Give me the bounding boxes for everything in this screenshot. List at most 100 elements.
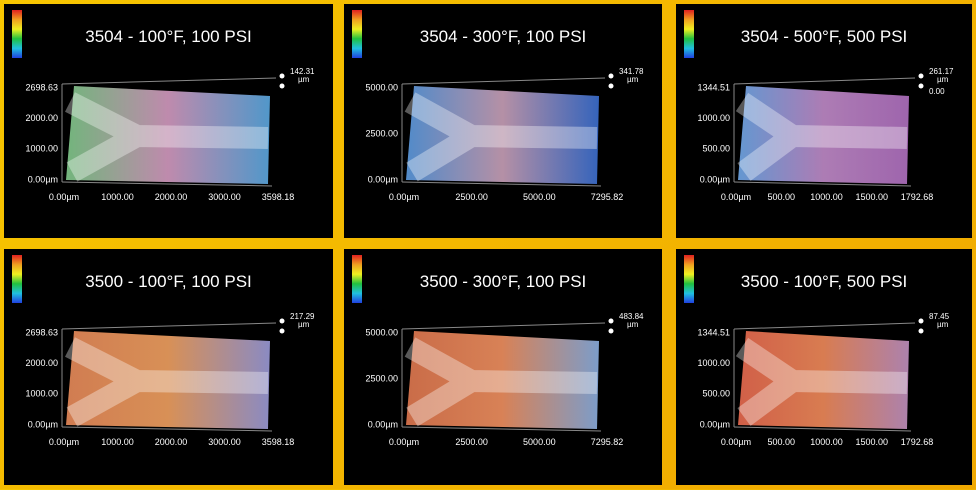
y-axis-label: 1344.51 (697, 82, 730, 92)
y-axis-label: 0.00µm (28, 174, 58, 184)
x-axis-label: 1000.00 (101, 192, 134, 202)
panel: 3500 - 100°F, 500 PSI 1344.51 1000.00 500.0… (676, 249, 972, 485)
y-axis-label: 0.00µm (28, 419, 58, 429)
x-axis-label: 3598.18 (262, 437, 295, 447)
panel: 3500 - 100°F, 100 PSI 2698.63 2000.00 1000.… (4, 249, 333, 485)
panel-title: 3504 - 300°F, 100 PSI (420, 27, 587, 46)
axis (402, 323, 605, 329)
y-axis-label: 1344.51 (697, 327, 730, 337)
color-legend (684, 10, 694, 58)
panel: 3504 - 500°F, 500 PSI 1344.51 1000.00 500.0… (676, 4, 972, 238)
color-legend (352, 10, 362, 58)
x-axis-label: 500.00 (767, 437, 795, 447)
marker (609, 74, 614, 79)
x-axis-label: 2500.00 (455, 192, 488, 202)
color-legend (12, 255, 22, 303)
panel-title: 3504 - 500°F, 500 PSI (741, 27, 908, 46)
z-axis-label: µm (937, 75, 949, 84)
panel-title: 3500 - 300°F, 100 PSI (420, 272, 587, 291)
x-axis-label: 1500.00 (855, 192, 888, 202)
surface-plot: 3504 - 100°F, 100 PSI 2698.63 2000.00 1000.… (4, 4, 333, 238)
z-axis-label: µm (627, 320, 639, 329)
marker (280, 74, 285, 79)
y-axis-label: 5000.00 (365, 327, 398, 337)
y-axis-label: 1000.00 (25, 389, 58, 399)
y-axis-label: 2000.00 (25, 358, 58, 368)
x-axis-label: 1792.68 (901, 437, 934, 447)
color-legend (12, 10, 22, 58)
y-axis-label: 2500.00 (365, 128, 398, 138)
x-axis-label: 5000.00 (523, 437, 556, 447)
panel-title: 3500 - 100°F, 500 PSI (741, 272, 908, 291)
y-axis-label: 2698.63 (25, 82, 58, 92)
marker (919, 329, 924, 334)
x-axis-label: 500.00 (767, 192, 795, 202)
x-axis-label: 3000.00 (208, 192, 241, 202)
marker (280, 329, 285, 334)
axis (734, 323, 915, 329)
color-legend (684, 255, 694, 303)
y-axis-label: 5000.00 (365, 82, 398, 92)
panel: 3504 - 100°F, 100 PSI 2698.63 2000.00 1000.… (4, 4, 333, 238)
y-axis-label: 500.00 (702, 389, 730, 399)
x-axis-label: 0.00µm (721, 192, 751, 202)
axis (734, 78, 915, 84)
y-axis-label: 0.00µm (700, 174, 730, 184)
surface-plot: 3500 - 100°F, 500 PSI 1344.51 1000.00 500.0… (676, 249, 972, 485)
x-axis-label: 0.00µm (721, 437, 751, 447)
x-axis-label: 0.00µm (389, 437, 419, 447)
panel: 3504 - 300°F, 100 PSI 5000.00 2500.00 0.00µ… (344, 4, 662, 238)
y-axis-label: 2698.63 (25, 327, 58, 337)
x-axis-label: 2500.00 (455, 437, 488, 447)
marker (919, 84, 924, 89)
y-axis-label: 0.00µm (368, 419, 398, 429)
z-axis-label: µm (298, 320, 310, 329)
y-axis-label: 1000.00 (25, 144, 58, 154)
x-axis-label: 5000.00 (523, 192, 556, 202)
marker (919, 319, 924, 324)
marker (609, 84, 614, 89)
x-axis-label: 0.00µm (49, 437, 79, 447)
x-axis-label: 3598.18 (262, 192, 295, 202)
x-axis-label: 0.00µm (49, 192, 79, 202)
axis (62, 78, 276, 84)
x-axis-label: 0.00µm (389, 192, 419, 202)
page: 3504 - 100°F, 100 PSI 2698.63 2000.00 1000.… (0, 0, 976, 489)
x-axis-label: 1792.68 (901, 192, 934, 202)
x-axis-label: 2000.00 (155, 437, 188, 447)
x-axis-label: 1000.00 (810, 437, 843, 447)
surface-plot: 3504 - 500°F, 500 PSI 1344.51 1000.00 500.0… (676, 4, 972, 238)
x-axis-label: 1000.00 (101, 437, 134, 447)
axis (62, 323, 276, 329)
surface-plot: 3500 - 300°F, 100 PSI 5000.00 2500.00 0.00µ… (344, 249, 662, 485)
z-axis-label: 0.00 (929, 87, 945, 96)
surface-plot: 3504 - 300°F, 100 PSI 5000.00 2500.00 0.00µ… (344, 4, 662, 238)
y-axis-label: 2000.00 (25, 113, 58, 123)
y-axis-label: 0.00µm (700, 419, 730, 429)
marker (919, 74, 924, 79)
panel-title: 3504 - 100°F, 100 PSI (85, 27, 252, 46)
marker (280, 319, 285, 324)
panel: 3500 - 300°F, 100 PSI 5000.00 2500.00 0.00µ… (344, 249, 662, 485)
marker (609, 319, 614, 324)
marker (280, 84, 285, 89)
y-axis-label: 0.00µm (368, 174, 398, 184)
z-axis-label: µm (937, 320, 949, 329)
x-axis-label: 7295.82 (591, 192, 624, 202)
x-axis-label: 3000.00 (208, 437, 241, 447)
y-axis-label: 2500.00 (365, 373, 398, 383)
z-axis-label: µm (627, 75, 639, 84)
z-axis-label: µm (298, 75, 310, 84)
x-axis-label: 1500.00 (855, 437, 888, 447)
surface-plot: 3500 - 100°F, 100 PSI 2698.63 2000.00 1000.… (4, 249, 333, 485)
color-legend (352, 255, 362, 303)
x-axis-label: 2000.00 (155, 192, 188, 202)
y-axis-label: 1000.00 (697, 358, 730, 368)
y-axis-label: 1000.00 (697, 113, 730, 123)
y-axis-label: 500.00 (702, 144, 730, 154)
x-axis-label: 7295.82 (591, 437, 624, 447)
marker (609, 329, 614, 334)
axis (402, 78, 605, 84)
panel-title: 3500 - 100°F, 100 PSI (85, 272, 252, 291)
x-axis-label: 1000.00 (810, 192, 843, 202)
